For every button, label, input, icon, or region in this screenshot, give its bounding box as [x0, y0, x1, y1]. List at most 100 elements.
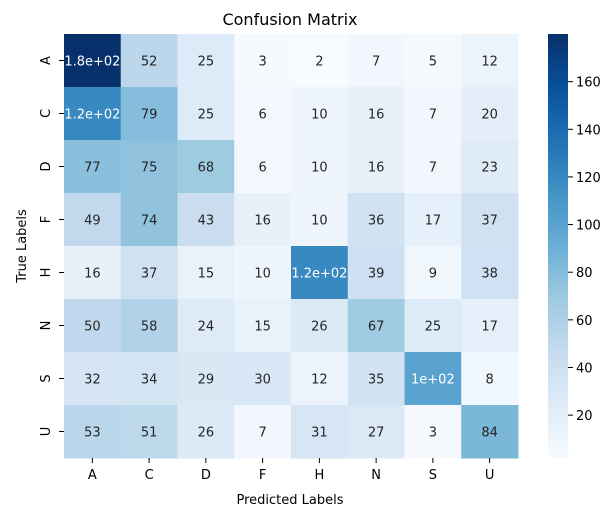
cell-value-label: 7: [429, 108, 437, 123]
heatmap-cell: [234, 87, 292, 141]
cell-value-label: 25: [198, 55, 215, 70]
heatmap-cell: [404, 87, 462, 141]
cell-value-label: 12: [481, 55, 498, 70]
heatmap-cell: [177, 352, 235, 406]
heatmap-cell: [177, 405, 235, 459]
heatmap-cell: [347, 87, 405, 141]
cell-value-label: 8: [485, 373, 493, 388]
y-tick-label: S: [39, 374, 54, 382]
cell-value-label: 6: [258, 161, 266, 176]
heatmap-cell: [234, 34, 292, 88]
heatmap-cell: [177, 87, 235, 141]
colorbar-tick-label: 100: [576, 219, 601, 234]
cell-value-label: 52: [141, 55, 158, 70]
cell-value-label: 75: [141, 161, 158, 176]
cell-value-label: 35: [368, 373, 385, 388]
x-tick-label: D: [201, 468, 211, 483]
cell-value-label: 5: [429, 55, 437, 70]
colorbar: [548, 34, 568, 458]
y-tick-label: D: [39, 161, 54, 171]
heatmap-cell: [461, 87, 519, 141]
heatmap-cell: [461, 34, 519, 88]
x-tick-label: F: [259, 468, 266, 483]
cell-value-label: 1.8e+02: [64, 55, 120, 70]
cell-value-label: 7: [429, 161, 437, 176]
heatmap-cell: [404, 299, 462, 353]
heatmap-cell: [347, 246, 405, 300]
heatmap-cell: [461, 299, 519, 353]
heatmap-cell: [461, 246, 519, 300]
cell-value-label: 15: [254, 320, 271, 335]
heatmap-cell: [120, 299, 178, 353]
x-tick-label: U: [485, 468, 495, 483]
cell-value-label: 23: [481, 161, 498, 176]
cell-value-label: 30: [254, 373, 271, 388]
colorbar-tick-label: 60: [576, 314, 593, 329]
heatmap-cell: [120, 140, 178, 194]
cell-value-label: 2: [315, 55, 323, 70]
cell-value-label: 74: [141, 214, 158, 229]
cell-value-label: 17: [425, 214, 442, 229]
heatmap-cell: [347, 193, 405, 247]
heatmap-cell: [347, 140, 405, 194]
heatmap-cell: [177, 299, 235, 353]
heatmap-cell: [64, 299, 122, 353]
heatmap-cell: [291, 193, 349, 247]
x-tick-label: S: [429, 468, 437, 483]
heatmap-cell: [120, 405, 178, 459]
heatmap-cell: [461, 140, 519, 194]
x-tick-label: A: [88, 468, 97, 483]
heatmap-cell: [120, 246, 178, 300]
cell-value-label: 51: [141, 426, 158, 441]
y-tick-label: H: [39, 268, 54, 278]
heatmap-cell: [234, 246, 292, 300]
heatmap-cell: [291, 34, 349, 88]
heatmap-cell: [461, 352, 519, 406]
cell-value-label: 16: [254, 214, 271, 229]
cell-value-label: 36: [368, 214, 385, 229]
cell-value-label: 1e+02: [411, 373, 455, 388]
heatmap-cell: [234, 140, 292, 194]
heatmap-cell: [347, 299, 405, 353]
cell-value-label: 10: [254, 267, 271, 282]
cell-value-label: 15: [198, 267, 215, 282]
cell-value-label: 25: [425, 320, 442, 335]
heatmap-cell: [291, 87, 349, 141]
cell-value-label: 38: [481, 267, 498, 282]
heatmap-cell: [291, 140, 349, 194]
cell-value-label: 43: [198, 214, 215, 229]
heatmap-cell: [120, 352, 178, 406]
cell-value-label: 3: [258, 55, 266, 70]
heatmap-cell: [64, 246, 122, 300]
heatmap-cell: [120, 193, 178, 247]
x-tick-label: H: [314, 468, 324, 483]
colorbar-ticks: 20 40 60 80 100 120 140 160: [568, 76, 601, 424]
colorbar-tick-label: 80: [576, 266, 593, 281]
y-tick-label: F: [39, 216, 54, 223]
cell-value-label: 53: [84, 426, 101, 441]
cell-value-label: 58: [141, 320, 158, 335]
cell-value-label: 17: [481, 320, 498, 335]
cell-value-label: 79: [141, 108, 158, 123]
colorbar-tick-label: 120: [576, 171, 601, 186]
y-axis-ticks: A C D F H N S U: [39, 56, 64, 436]
cell-value-label: 77: [84, 161, 101, 176]
heatmap-cell: [64, 193, 122, 247]
cell-value-label: 26: [198, 426, 215, 441]
cell-value-label: 6: [258, 108, 266, 123]
heatmap-cell: [234, 352, 292, 406]
cell-value-label: 3: [429, 426, 437, 441]
cell-value-label: 20: [481, 108, 498, 123]
heatmap-cell: [404, 140, 462, 194]
cell-value-label: 16: [368, 108, 385, 123]
cell-value-label: 25: [198, 108, 215, 123]
heatmap-cell: [177, 140, 235, 194]
heatmap-cell: [291, 246, 349, 300]
cell-value-label: 68: [198, 161, 215, 176]
heatmap-cell: [461, 193, 519, 247]
cell-value-label: 1.2e+02: [64, 108, 120, 123]
cell-value-label: 32: [84, 373, 101, 388]
colorbar-tick-label: 20: [576, 409, 593, 424]
heatmap-cell: [291, 405, 349, 459]
heatmap-cell: [461, 405, 519, 459]
